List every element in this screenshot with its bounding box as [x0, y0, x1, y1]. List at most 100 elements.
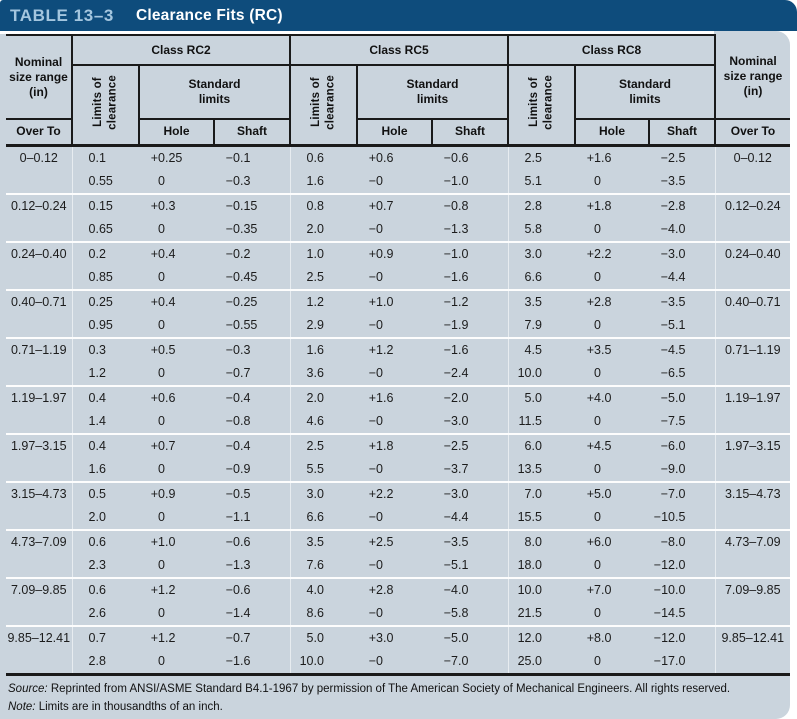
size-range-cell: [6, 266, 72, 290]
value-cell: 0: [594, 414, 601, 428]
size-range-cell: [6, 170, 72, 194]
value-cell: −0: [368, 414, 383, 428]
size-range-cell: 7.09–9.85: [714, 576, 790, 602]
value-cell: +0.3: [139, 192, 214, 218]
value-cell: 2.3: [71, 553, 139, 578]
value-cell: +1.6: [586, 151, 612, 165]
value-cell: −7.5: [660, 414, 686, 428]
size-range-cell: 0–0.12: [19, 151, 58, 165]
value-cell: 0.8: [289, 192, 357, 218]
value-cell: −0.8: [432, 192, 508, 218]
value-cell: −1.6: [225, 654, 251, 668]
value-cell: −1.6: [443, 270, 469, 284]
table-footnotes: Source: Reprinted from ANSI/ASME Standar…: [8, 682, 784, 718]
value-cell: 10.0: [507, 361, 575, 386]
value-cell: −3.5: [432, 528, 508, 554]
table-row: 0.40–0.71 0.25 +0.4 −0.25 1.2 +1.0 −1.2 3.5 +2.8…: [6, 288, 790, 314]
value-cell: +0.4: [139, 288, 214, 314]
value-cell: 1.4: [71, 409, 139, 434]
table-row: 1.6 0 −0.9 5.5 −0 −3.7 13.5 0 −9.0: [6, 457, 790, 482]
header-limits-of-clearance-rc5: Limits of clearance: [289, 64, 358, 146]
value-cell: 2.5: [507, 145, 575, 170]
header-class-rc2: Class RC2: [71, 34, 291, 66]
value-cell: 2.6: [71, 601, 139, 626]
value-cell: −1.3: [225, 558, 251, 572]
size-range-cell: [714, 217, 790, 242]
value-cell: −1.9: [443, 318, 469, 332]
size-range-cell: [714, 169, 790, 194]
value-cell: 0: [158, 462, 165, 476]
table-row: 2.0 0 −1.1 6.6 −0 −4.4 15.5 0 −10.5: [6, 505, 790, 530]
value-cell: 1.0: [289, 240, 357, 266]
value-cell: 0: [594, 318, 601, 332]
value-cell: 5.0: [507, 384, 575, 410]
value-cell: 0.15: [71, 192, 139, 218]
header-standard-limits-rc8: Standard limits: [574, 64, 716, 120]
value-cell: −2.0: [432, 384, 508, 410]
value-cell: −10.0: [649, 576, 715, 602]
value-cell: 10.0: [289, 649, 357, 674]
table-row: 0.55 0 −0.3 1.6 −0 −1.0 5.1 0 −3.5: [6, 169, 790, 194]
value-cell: 13.5: [507, 457, 575, 482]
value-cell: −5.1: [443, 558, 469, 572]
table-row: 0.24–0.40 0.2 +0.4 −0.2 1.0 +0.9 −1.0 3.0 +2.2 −3…: [6, 240, 790, 266]
value-cell: 0.55: [71, 169, 139, 194]
value-cell: −0.25: [214, 288, 290, 314]
value-cell: 0: [158, 558, 165, 572]
value-cell: −3.0: [649, 240, 715, 266]
value-cell: 0: [594, 606, 601, 620]
value-cell: 4.6: [289, 409, 357, 434]
value-cell: +2.2: [575, 240, 649, 266]
header-class-rc8: Class RC8: [507, 34, 716, 66]
value-cell: +8.0: [575, 624, 649, 650]
table-row: 0–0.12 0.1 +0.25 −0.1 0.6 +0.6 −0.6 2.5 +1.6 −2.5…: [6, 145, 790, 170]
size-range-cell: 7.09–9.85: [6, 576, 72, 602]
value-cell: +3.5: [575, 336, 649, 362]
size-range-cell: 1.97–3.15: [714, 432, 790, 458]
value-cell: −0.5: [214, 480, 290, 506]
value-cell: −7.0: [443, 654, 469, 668]
size-range-cell: [6, 362, 72, 386]
value-cell: −3.0: [432, 480, 508, 506]
value-cell: 5.0: [289, 624, 357, 650]
value-cell: −0.1: [225, 151, 251, 165]
value-cell: 0: [594, 366, 601, 380]
size-range-cell: [6, 602, 72, 626]
value-cell: 0.5: [71, 480, 139, 506]
value-cell: +1.8: [575, 192, 649, 218]
value-cell: +0.6: [368, 151, 394, 165]
size-range-cell: [6, 314, 72, 338]
value-cell: −0: [368, 606, 383, 620]
value-cell: −0.3: [214, 336, 290, 362]
source-note: Source: Reprinted from ANSI/ASME Standar…: [8, 682, 784, 696]
value-cell: 7.9: [507, 313, 575, 338]
value-cell: 3.0: [507, 240, 575, 266]
value-cell: −0: [368, 558, 383, 572]
value-cell: −5.1: [660, 318, 686, 332]
limits-of-clearance-label: Limits of clearance: [528, 75, 555, 131]
header-shaft-rc5: Shaft: [431, 118, 509, 146]
header-standard-limits-rc5: Standard limits: [356, 64, 509, 120]
value-cell: −0: [368, 270, 383, 284]
value-cell: 0.6: [71, 528, 139, 554]
table-row: 2.3 0 −1.3 7.6 −0 −5.1 18.0 0 −12.0: [6, 553, 790, 578]
value-cell: −0.7: [225, 366, 251, 380]
limits-of-clearance-label: Limits of clearance: [310, 75, 337, 131]
table-row: 0.85 0 −0.45 2.5 −0 −1.6 6.6 0 −4.4: [6, 265, 790, 290]
value-cell: −2.4: [443, 366, 469, 380]
value-cell: 2.8: [71, 649, 139, 674]
value-cell: 0: [158, 606, 165, 620]
value-cell: 1.6: [289, 336, 357, 362]
header-hole-rc2: Hole: [138, 118, 215, 146]
value-cell: −5.8: [443, 606, 469, 620]
value-cell: 25.0: [507, 649, 575, 674]
value-cell: −0.4: [214, 432, 290, 458]
value-cell: 7.0: [507, 480, 575, 506]
value-cell: −6.5: [660, 366, 686, 380]
value-cell: −2.8: [649, 192, 715, 218]
value-cell: −0.6: [443, 151, 469, 165]
size-range-cell: [6, 554, 72, 578]
value-cell: +1.2: [357, 336, 432, 362]
value-cell: 7.6: [289, 553, 357, 578]
value-cell: −5.0: [432, 624, 508, 650]
